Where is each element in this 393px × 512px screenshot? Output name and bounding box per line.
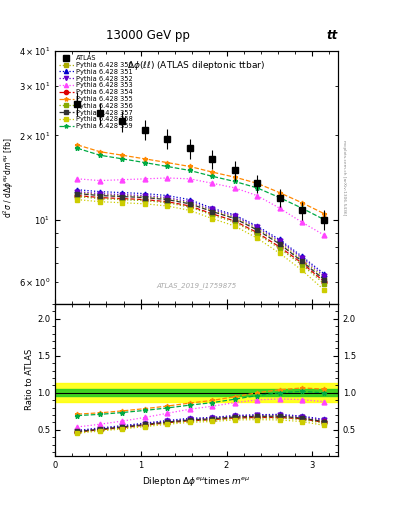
Text: ATLAS_2019_I1759875: ATLAS_2019_I1759875 [156,282,237,289]
Y-axis label: Ratio to ATLAS: Ratio to ATLAS [25,349,34,411]
Y-axis label: d$^2\sigma$ / d$\Delta\phi^{e\mu}$d$m^{e\mu}$ [fb]: d$^2\sigma$ / d$\Delta\phi^{e\mu}$d$m^{e… [2,137,16,218]
Legend: ATLAS, Pythia 6.428 350, Pythia 6.428 351, Pythia 6.428 352, Pythia 6.428 353, P: ATLAS, Pythia 6.428 350, Pythia 6.428 35… [58,55,133,130]
Bar [55,383,338,402]
Text: tt: tt [327,29,338,42]
Text: $\Delta\phi$($\ell\ell$) (ATLAS dileptonic ttbar): $\Delta\phi$($\ell\ell$) (ATLAS dilepton… [127,59,266,72]
Text: 13000 GeV pp: 13000 GeV pp [106,29,190,42]
X-axis label: Dilepton $\Delta\phi^{e\mu}$times $m^{e\mu}$: Dilepton $\Delta\phi^{e\mu}$times $m^{e\… [142,475,251,488]
Y-axis label: mcplots.cern.ch [arXiv:1306.5436]: mcplots.cern.ch [arXiv:1306.5436] [342,140,346,215]
Bar [55,389,338,396]
